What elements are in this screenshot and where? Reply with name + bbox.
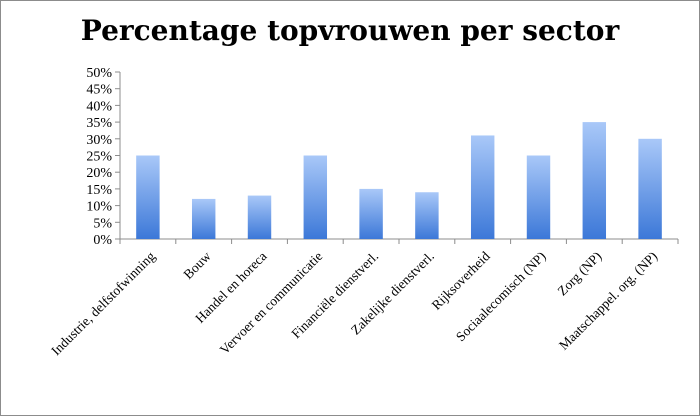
y-tick-label: 5%: [93, 216, 112, 231]
bars: [136, 122, 662, 239]
y-tick-label: 20%: [86, 166, 112, 181]
bar: [470, 135, 495, 239]
y-tick-label: 15%: [86, 183, 112, 198]
x-category-label: Industrie, delfstofwinning: [48, 248, 158, 358]
x-category-label: Bouw: [180, 248, 214, 282]
bar: [582, 122, 607, 239]
y-tick-label: 30%: [86, 133, 112, 148]
y-tick-label: 40%: [86, 99, 112, 114]
y-tick-label: 0%: [93, 233, 112, 248]
bar: [415, 192, 439, 239]
y-tick-label: 10%: [86, 200, 112, 215]
y-tick-label: 50%: [86, 66, 112, 81]
bar: [136, 155, 160, 239]
y-tick-label: 45%: [86, 83, 112, 98]
bar: [247, 195, 272, 239]
bar: [526, 155, 551, 239]
bar: [638, 138, 662, 239]
x-category-label: Vervoer en communicatie: [217, 249, 326, 358]
x-category-label: Zorg (NP): [554, 249, 604, 299]
y-axis-ticks: 0% 5%10% 15% 20%25% 30% 35% 40%45% 50%: [86, 66, 120, 248]
chart-title: Percentage topvrouwen per sector: [80, 14, 620, 47]
bar: [359, 188, 383, 239]
bar: [191, 198, 216, 239]
x-category-label: Maatschappel. org. (NP): [556, 249, 660, 353]
y-tick-label: 25%: [86, 150, 112, 165]
bar: [303, 155, 328, 239]
y-tick-label: 35%: [86, 116, 112, 131]
